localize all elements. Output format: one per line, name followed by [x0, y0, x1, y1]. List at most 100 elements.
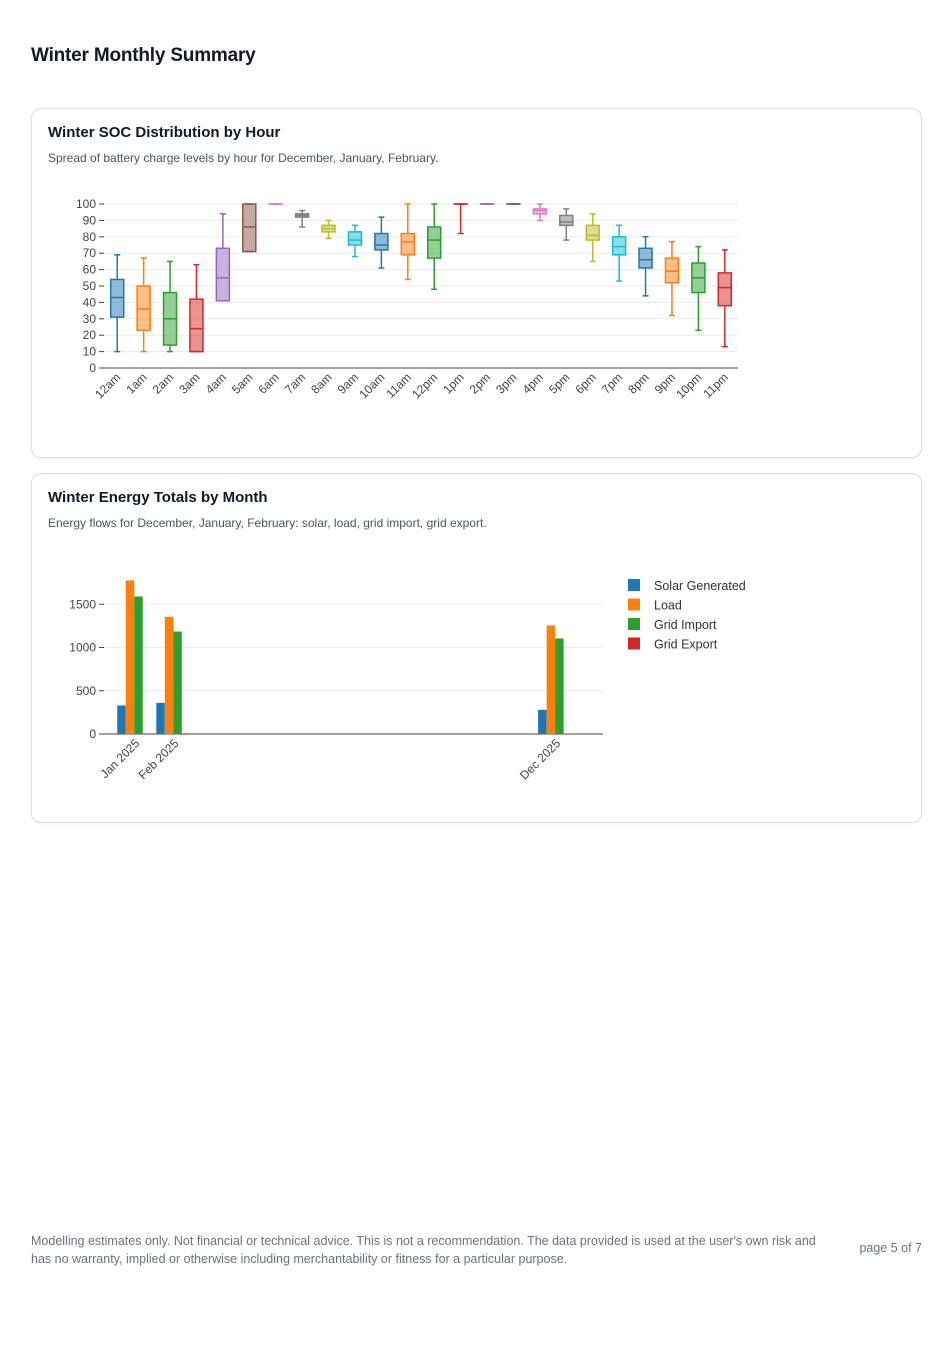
- iqr-box: [638, 247, 653, 269]
- box-11pm: [717, 249, 733, 348]
- box-10pm: [691, 245, 706, 332]
- bar-Feb 2025-Grid Import: [173, 631, 182, 734]
- energy-card-subtitle: Energy flows for December, January, Febr…: [48, 516, 487, 530]
- iqr-box: [585, 224, 600, 241]
- x-tick-label: Feb 2025: [136, 736, 182, 782]
- x-tick-label: 8pm: [625, 370, 651, 396]
- x-tick-label: 2pm: [467, 370, 493, 396]
- legend-item: Grid Export: [628, 637, 718, 652]
- soc-card-title: Winter SOC Distribution by Hour: [48, 124, 281, 141]
- y-tick-label: 20: [83, 328, 97, 342]
- x-tick-label: Jan 2025: [98, 736, 143, 781]
- x-tick-label: 8am: [308, 370, 334, 396]
- iqr-box: [189, 298, 204, 353]
- y-tick-label: 90: [83, 213, 97, 227]
- x-tick-label: 3am: [176, 370, 202, 396]
- iqr-box: [136, 285, 151, 332]
- legend-swatch: [628, 618, 640, 630]
- box-12am: [109, 254, 125, 353]
- bar-Dec 2025-Solar Generated: [538, 709, 547, 734]
- y-tick-label: 0: [89, 727, 96, 741]
- box-8pm: [638, 236, 653, 297]
- bar-Feb 2025-Load: [164, 616, 174, 734]
- bar-Jan 2025-Grid Import: [134, 596, 143, 734]
- iqr-box: [347, 231, 363, 246]
- x-tick-label: 4am: [203, 370, 229, 396]
- iqr-box: [611, 236, 627, 256]
- iqr-box: [242, 203, 257, 253]
- box-4pm: [532, 203, 548, 222]
- x-tick-label: 5am: [229, 370, 255, 396]
- y-tick-label: 40: [83, 295, 97, 309]
- legend-label: Load: [654, 599, 682, 613]
- box-11am: [400, 203, 416, 281]
- iqr-box: [400, 232, 416, 256]
- y-tick-label: 10: [83, 345, 97, 359]
- x-tick-label: 6pm: [572, 370, 598, 396]
- iqr-box: [532, 208, 548, 215]
- legend-label: Grid Export: [654, 638, 718, 652]
- box-2am: [162, 260, 178, 353]
- x-tick-label: 7am: [282, 370, 308, 396]
- y-tick-label: 60: [83, 263, 97, 277]
- y-tick-label: 70: [83, 246, 97, 260]
- bar-Jan 2025-Load: [125, 580, 135, 734]
- legend-swatch: [628, 637, 640, 650]
- disclaimer-text: Modelling estimates only. Not financial …: [31, 1234, 816, 1266]
- box-12pm: [426, 203, 442, 291]
- bar-Dec 2025-Grid Import: [555, 638, 564, 734]
- y-tick-label: 80: [83, 230, 97, 244]
- x-tick-label: Dec 2025: [517, 736, 563, 782]
- x-tick-label: 3pm: [493, 370, 519, 396]
- box-9am: [347, 224, 363, 258]
- y-tick-label: 500: [76, 684, 96, 698]
- y-tick-label: 0: [89, 361, 96, 375]
- bar-Feb 2025-Solar Generated: [156, 702, 165, 734]
- iqr-box: [717, 272, 733, 307]
- x-tick-label: 7pm: [599, 370, 625, 396]
- y-tick-label: 1500: [69, 597, 96, 611]
- x-tick-label: 12pm: [409, 370, 440, 401]
- legend-label: Grid Import: [654, 618, 717, 632]
- box-10am: [374, 216, 389, 269]
- energy-card-title: Winter Energy Totals by Month: [48, 489, 268, 506]
- box-8am: [321, 219, 336, 240]
- y-tick-label: 30: [83, 312, 97, 326]
- soc-distribution-card: Winter SOC Distribution by Hour Spread o…: [31, 108, 922, 458]
- bar-Dec 2025-Load: [546, 625, 556, 734]
- soc-card-subtitle: Spread of battery charge levels by hour …: [48, 151, 439, 165]
- energy-totals-card: Winter Energy Totals by Month Energy flo…: [31, 473, 922, 823]
- box-6pm: [585, 213, 600, 263]
- x-tick-label: 5pm: [546, 370, 572, 396]
- box-7am: [294, 209, 310, 228]
- bar-Jan 2025-Solar Generated: [117, 705, 126, 734]
- x-tick-label: 4pm: [520, 370, 546, 396]
- x-tick-label: 6am: [255, 370, 281, 396]
- y-tick-label: 1000: [69, 641, 96, 655]
- box-3am: [189, 263, 204, 353]
- legend-label: Solar Generated: [654, 579, 746, 593]
- x-tick-label: 11am: [383, 370, 414, 401]
- box-9pm: [664, 240, 680, 317]
- box-1am: [136, 257, 151, 353]
- iqr-box: [109, 278, 125, 318]
- x-tick-label: 1pm: [440, 370, 466, 396]
- legend-item: Grid Import: [628, 618, 717, 632]
- box-1pm: [453, 203, 468, 235]
- legend-item: Solar Generated: [628, 579, 746, 593]
- x-tick-label: 11pm: [700, 370, 731, 401]
- x-tick-label: 10am: [356, 370, 387, 401]
- box-4am: [215, 213, 231, 302]
- soc-box-chart: 0 10 20 30 40 50 60 70 80 90 100 12am 1am 2am 3am 4am 5a…: [76, 197, 738, 401]
- box-5am: [242, 203, 257, 253]
- box-7pm: [611, 224, 627, 282]
- iqr-box: [426, 226, 442, 259]
- x-tick-label: 12am: [92, 370, 123, 401]
- iqr-box: [374, 232, 389, 251]
- legend-swatch: [628, 579, 640, 591]
- x-tick-label: 10pm: [673, 370, 704, 401]
- box-5pm: [559, 208, 574, 241]
- legend-swatch: [628, 598, 640, 611]
- y-tick-label: 100: [76, 197, 96, 211]
